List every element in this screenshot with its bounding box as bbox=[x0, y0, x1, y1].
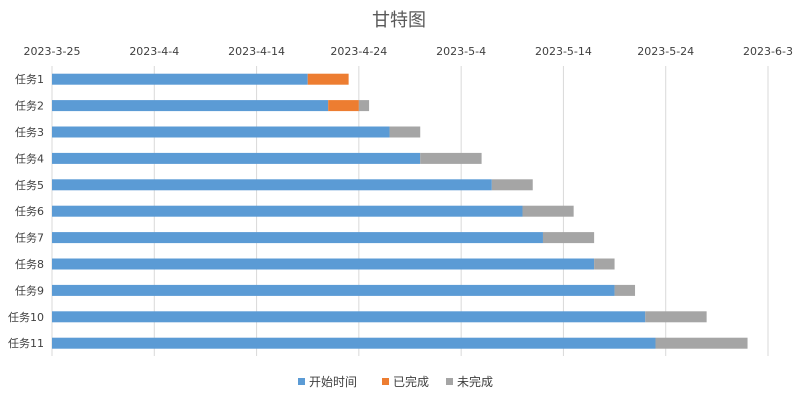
bar-start-time bbox=[52, 205, 523, 217]
legend-label: 未完成 bbox=[457, 374, 493, 389]
category-label: 任务7 bbox=[15, 232, 44, 245]
bar-completed bbox=[328, 100, 359, 112]
bar-remaining bbox=[491, 179, 533, 191]
bar-start-time bbox=[52, 152, 421, 164]
x-tick-label: 2023-4-24 bbox=[330, 45, 387, 58]
legend-swatch bbox=[382, 378, 389, 385]
legend-swatch bbox=[298, 378, 305, 385]
y-axis-categories: 任务1 任务2 任务3 任务4 任务5 任务6 任务7 任务8 任务9 任务10 任务11 bbox=[8, 73, 44, 350]
x-tick-label: 2023-5-24 bbox=[637, 45, 694, 58]
bar-start-time bbox=[52, 258, 595, 270]
category-label: 任务6 bbox=[15, 205, 44, 218]
x-tick-label: 2023-4-4 bbox=[129, 45, 179, 58]
category-label: 任务11 bbox=[8, 337, 44, 350]
bar-remaining bbox=[594, 258, 615, 270]
x-tick-label: 2023-5-14 bbox=[535, 45, 592, 58]
bar-remaining bbox=[420, 152, 482, 164]
chart-title: 甘特图 bbox=[372, 10, 426, 31]
bar-remaining bbox=[614, 284, 636, 296]
legend-label: 已完成 bbox=[393, 374, 429, 389]
bar-remaining bbox=[645, 311, 707, 323]
legend-label: 开始时间 bbox=[309, 375, 357, 389]
bar-start-time bbox=[52, 126, 390, 138]
category-label: 任务5 bbox=[15, 179, 44, 192]
x-tick-label: 2023-4-14 bbox=[228, 45, 285, 58]
x-tick-label: 2023-3-25 bbox=[24, 45, 81, 58]
bar-start-time bbox=[52, 337, 656, 349]
bars bbox=[52, 73, 748, 349]
category-label: 任务8 bbox=[15, 258, 44, 271]
category-label: 任务1 bbox=[15, 73, 44, 86]
bar-remaining bbox=[522, 205, 574, 217]
bar-completed bbox=[307, 73, 349, 85]
bar-start-time bbox=[52, 284, 615, 296]
bar-start-time bbox=[52, 179, 492, 191]
category-label: 任务9 bbox=[15, 284, 44, 297]
bar-start-time bbox=[52, 311, 646, 323]
legend-swatch bbox=[446, 378, 453, 385]
category-label: 任务10 bbox=[8, 311, 44, 324]
category-label: 任务3 bbox=[15, 126, 44, 139]
bar-remaining bbox=[655, 337, 748, 349]
bar-remaining bbox=[542, 232, 595, 244]
bar-remaining bbox=[358, 100, 370, 112]
category-label: 任务2 bbox=[15, 100, 44, 113]
legend: 开始时间 已完成 未完成 bbox=[298, 374, 493, 389]
bar-start-time bbox=[52, 73, 308, 85]
category-label: 任务4 bbox=[15, 152, 44, 165]
bar-remaining bbox=[389, 126, 421, 138]
bar-start-time bbox=[52, 232, 543, 244]
x-tick-label: 2023-5-4 bbox=[436, 45, 486, 58]
x-axis-ticks: 2023-3-25 2023-4-4 2023-4-14 2023-4-24 2023-… bbox=[24, 45, 793, 58]
x-tick-label: 2023-6-3 bbox=[743, 45, 793, 58]
bar-start-time bbox=[52, 100, 329, 112]
